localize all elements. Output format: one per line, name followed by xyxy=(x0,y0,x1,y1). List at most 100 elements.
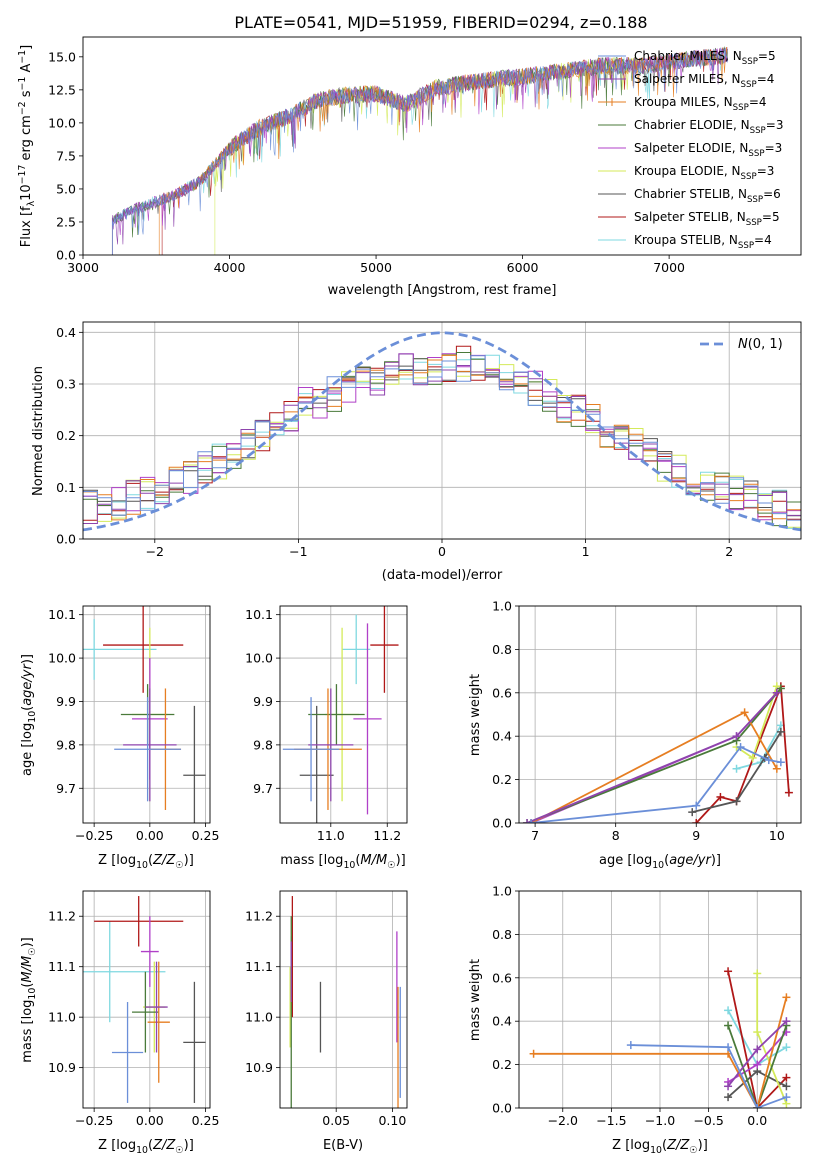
weight-line xyxy=(691,731,782,813)
y-axis-label: Normed distribution xyxy=(31,366,46,496)
plot-area-age_vs_Z xyxy=(83,606,206,823)
y-tick-label: 9.8 xyxy=(253,737,273,752)
x-tick-label: −2.0 xyxy=(548,1113,578,1128)
plot-area-mass_vs_Z xyxy=(83,896,206,1103)
y-tick-label: 15.0 xyxy=(48,49,76,64)
x-tick-label: 10 xyxy=(769,828,785,843)
y-tick-label: 1.0 xyxy=(492,599,512,614)
y-tick-label: 0.0 xyxy=(492,816,512,831)
x-tick-label: 0.10 xyxy=(378,1113,406,1128)
y-tick-label: 9.9 xyxy=(253,694,273,709)
y-tick-label: 10.0 xyxy=(48,651,76,666)
x-axis-label: Z [log10(Z/Z☉)] xyxy=(612,1138,708,1156)
x-axis-label: Z [log10(Z/Z☉)] xyxy=(98,853,194,871)
y-tick-label: 11.0 xyxy=(48,1010,76,1025)
x-tick-label: 7000 xyxy=(653,260,685,275)
y-tick-label: 0.4 xyxy=(492,729,512,744)
x-tick-label: 9 xyxy=(692,828,700,843)
x-tick-label: 7 xyxy=(531,828,539,843)
x-tick-label: 0.25 xyxy=(192,1113,220,1128)
spectrum-line xyxy=(112,47,728,255)
y-tick-label: 2.5 xyxy=(56,214,76,229)
legend-label: Kroupa ELODIE, NSSP=3 xyxy=(634,164,774,182)
legend-label: Chabrier STELIB, NSSP=6 xyxy=(634,187,781,205)
x-axis-label: mass [log10(M/M☉)] xyxy=(280,853,406,871)
histogram-step xyxy=(83,355,801,539)
x-tick-label: 5000 xyxy=(360,260,392,275)
axes-frame xyxy=(82,890,211,1109)
y-tick-label: 1.0 xyxy=(492,884,512,899)
axes-residuals: −2 −1 0 1 2 0.0 0.1 0.2 0.3 0.4 N(0, 1) (data-model… xyxy=(31,321,802,583)
x-tick-label: −1 xyxy=(289,544,307,559)
y-axis-label: mass weight xyxy=(468,959,483,1041)
x-axis-label: wavelength [Angstrom, rest frame] xyxy=(328,283,557,298)
x-tick-label: −0.25 xyxy=(75,1113,113,1128)
y-tick-label: 11.1 xyxy=(245,959,273,974)
y-tick-label: 0.1 xyxy=(56,480,76,495)
axes-age_vs_mass: 11.0 11.2 9.7 9.8 9.9 10.0 10.1 mass [log10(M/M… xyxy=(245,605,408,871)
y-tick-label: 10.1 xyxy=(48,607,76,622)
y-tick-label: 0.2 xyxy=(492,772,512,787)
y-tick-label: 9.8 xyxy=(56,737,76,752)
legend-label: Salpeter STELIB, NSSP=5 xyxy=(634,210,780,228)
x-axis-label: E(B-V) xyxy=(323,1138,363,1153)
axes-age_vs_Z: −0.25 0.00 0.25 9.7 9.8 9.9 10.0 10.1 Z [log10(Z… xyxy=(20,605,219,871)
axes-spectrum: 3000 4000 5000 6000 7000 0.0 2.5 5.0 7.5 10.0 12.5… xyxy=(17,36,802,298)
x-tick-label: 0.00 xyxy=(136,828,164,843)
axes-frame xyxy=(279,605,408,824)
x-axis-label: Z [log10(Z/Z☉)] xyxy=(98,1138,194,1156)
y-tick-label: 0.0 xyxy=(56,248,76,263)
plot-area-mass_vs_ebv xyxy=(289,896,401,1108)
y-axis-label: mass [log10(M/M☉)] xyxy=(20,937,38,1063)
weight-line xyxy=(695,685,790,823)
weight-line xyxy=(526,687,782,823)
x-tick-label: 3000 xyxy=(67,260,99,275)
y-tick-label: 10.9 xyxy=(245,1060,273,1075)
weight-line xyxy=(630,1044,787,1108)
y-tick-label: 10.9 xyxy=(48,1060,76,1075)
x-tick-label: 4000 xyxy=(214,260,246,275)
x-tick-label: 1 xyxy=(582,544,590,559)
axes-mass_vs_ebv: 0.05 0.10 10.9 11.0 11.1 11.2 E(B-V) xyxy=(245,890,408,1153)
plot-area-residuals xyxy=(83,331,801,539)
y-tick-label: 10.0 xyxy=(48,115,76,130)
plot-area-weight_vs_age xyxy=(523,682,793,823)
x-tick-label: 8 xyxy=(612,828,620,843)
x-tick-label: 0 xyxy=(438,544,446,559)
x-tick-label: 0.0 xyxy=(747,1113,767,1128)
figure-title: PLATE=0541, MJD=51959, FIBERID=0294, z=0… xyxy=(234,13,647,32)
weight-line xyxy=(727,1025,788,1108)
y-tick-label: 12.5 xyxy=(48,82,76,97)
y-tick-label: 0.6 xyxy=(492,685,512,700)
y-tick-label: 0.2 xyxy=(492,1057,512,1072)
axes-weight_vs_age: 7 8 9 10 0.0 0.2 0.4 0.6 0.8 1.0 age [log10(age/yr… xyxy=(468,599,802,871)
y-axis-label: Flux [fλ10−17 erg cm−2 s−1 A−1] xyxy=(17,45,37,247)
y-tick-label: 10.0 xyxy=(245,651,273,666)
y-tick-label: 0.0 xyxy=(56,532,76,547)
axes-frame xyxy=(82,605,211,824)
y-tick-label: 0.0 xyxy=(492,1101,512,1116)
legend-label: Salpeter ELODIE, NSSP=3 xyxy=(634,141,782,159)
x-axis-label: age [log10(age/yr)] xyxy=(599,853,721,871)
y-tick-label: 11.1 xyxy=(48,959,76,974)
x-tick-label: −2 xyxy=(146,544,164,559)
x-tick-label: 6000 xyxy=(507,260,539,275)
x-tick-label: 11.2 xyxy=(373,828,401,843)
y-tick-label: 10.1 xyxy=(245,607,273,622)
axes-frame xyxy=(82,321,802,540)
y-tick-label: 0.8 xyxy=(492,642,512,657)
legend-label: N(0, 1) xyxy=(738,337,783,352)
axes-frame xyxy=(518,605,802,824)
y-tick-label: 0.2 xyxy=(56,428,76,443)
legend-label: Chabrier ELODIE, NSSP=3 xyxy=(634,118,783,136)
axes-frame xyxy=(279,890,408,1109)
y-tick-label: 0.8 xyxy=(492,927,512,942)
x-tick-label: 11.0 xyxy=(317,828,345,843)
y-tick-label: 11.2 xyxy=(48,909,76,924)
y-tick-label: 0.4 xyxy=(56,325,76,340)
y-tick-label: 5.0 xyxy=(56,181,76,196)
y-tick-label: 9.7 xyxy=(253,781,273,796)
y-tick-label: 0.6 xyxy=(492,970,512,985)
normal-curve xyxy=(83,331,801,532)
